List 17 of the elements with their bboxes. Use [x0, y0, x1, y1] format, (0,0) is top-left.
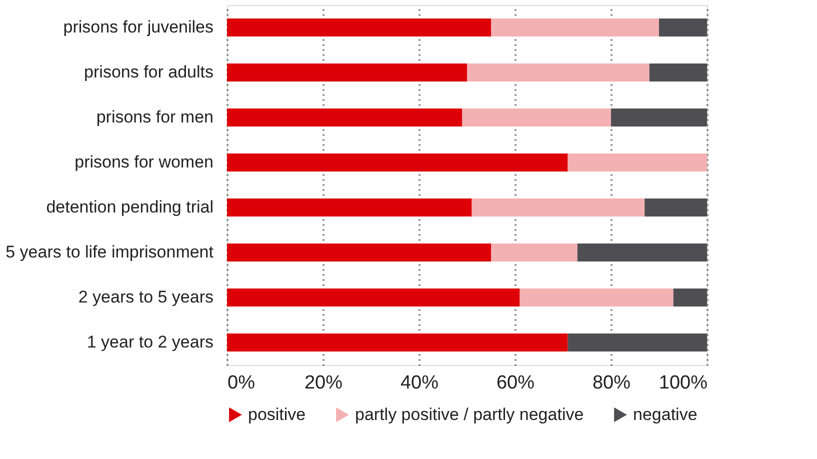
- x-tick-label: 100%: [658, 372, 708, 394]
- x-tick-label: 0%: [228, 372, 256, 394]
- y-tick-label: prisons for adults: [84, 62, 214, 82]
- y-tick-label: prisons for juveniles: [63, 18, 214, 36]
- x-tick-label: 60%: [496, 372, 535, 394]
- y-tick-label: prisons for men: [96, 108, 214, 126]
- x-tick-label: 40%: [400, 372, 439, 394]
- y-tick-label: 1 year to 2 years: [86, 332, 214, 352]
- x-tick-label: 20%: [304, 372, 343, 394]
- legend-label: negative: [633, 404, 698, 424]
- x-tick-label: 80%: [592, 372, 631, 394]
- y-tick-label: detention pending trial: [46, 198, 214, 216]
- y-tick-label: 2 years to 5 years: [78, 288, 214, 306]
- y-tick-label: prisons for women: [74, 152, 214, 172]
- legend-label: partly positive / partly negative: [355, 404, 584, 424]
- legend-label: positive: [248, 404, 306, 424]
- y-tick-label: 5 years to life imprisonment: [6, 242, 214, 262]
